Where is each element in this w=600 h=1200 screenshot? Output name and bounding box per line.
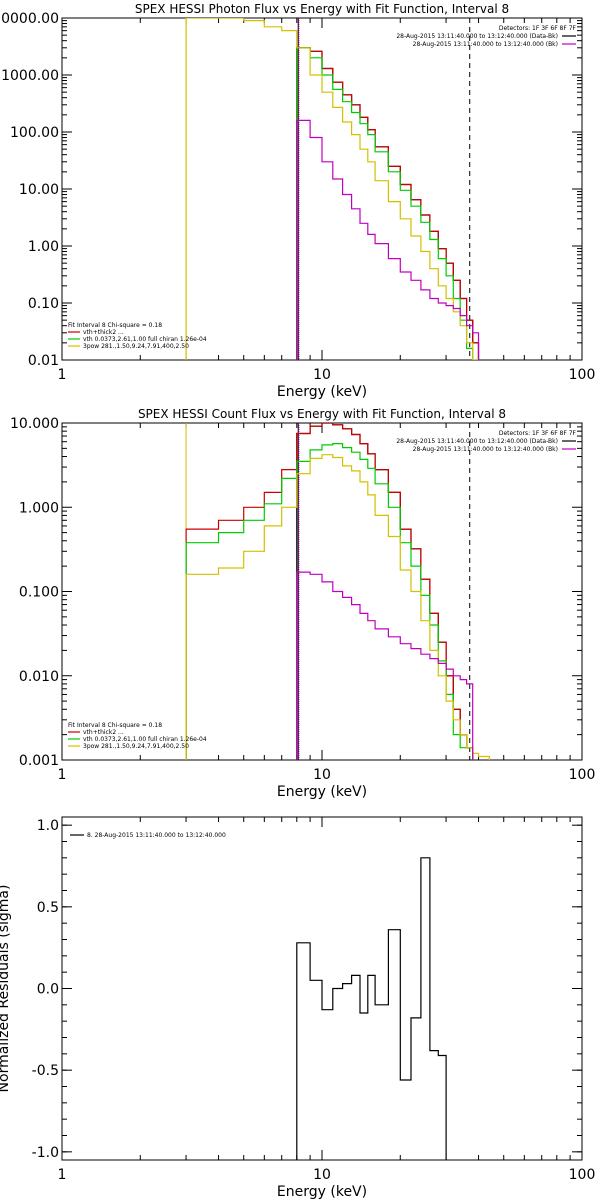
- y-tick-label: 10.000: [10, 416, 59, 432]
- chart-panel-1: SPEX HESSI Photon Flux vs Energy with Fi…: [0, 2, 595, 400]
- x-tick-label: 10: [313, 367, 331, 383]
- x-tick-label: 100: [569, 767, 596, 783]
- series-line-1: [296, 857, 447, 1160]
- legend-entry-label: vth+thick2 ...: [83, 329, 124, 336]
- legend-header: Fit Interval 8 Chi-square = 0.18: [68, 322, 162, 329]
- chart-panel-2: SPEX HESSI Count Flux vs Energy with Fit…: [10, 407, 595, 800]
- y-tick-label: 1.00: [28, 239, 59, 255]
- x-axis-label: Energy (keV): [277, 1184, 367, 1200]
- legend-bottom-left: Fit Interval 8 Chi-square = 0.18vth+thic…: [68, 722, 207, 750]
- legend-entry-label: 28-Aug-2015 13:11:40.000 to 13:12:40.000…: [413, 41, 558, 48]
- series-line-2: [296, 47, 480, 360]
- x-tick-label: 10: [313, 767, 331, 783]
- y-tick-label: -0.5: [32, 1063, 59, 1079]
- y-tick-label: 1.000: [19, 500, 59, 516]
- series-group: [296, 857, 447, 1160]
- y-tick-label: 0.0: [37, 982, 59, 998]
- legend-bottom-left: Fit Interval 8 Chi-square = 0.18vth+thic…: [68, 322, 207, 350]
- series-group: [185, 18, 480, 360]
- y-tick-label: 1.0: [37, 818, 59, 834]
- series-line-5: [296, 119, 480, 360]
- x-tick-label: 100: [569, 367, 596, 383]
- x-axis-label: Energy (keV): [277, 784, 367, 800]
- x-tick-label: 1: [58, 367, 67, 383]
- x-tick-label: 100: [569, 1167, 596, 1183]
- chart-title: SPEX HESSI Count Flux vs Energy with Fit…: [138, 407, 506, 421]
- series-group: [185, 423, 490, 760]
- legend-entry-label: vth+thick2 ...: [83, 729, 124, 736]
- legend-entry-label: 3pow 281.,1.50,9.24,7.91,400,2.50: [83, 343, 189, 350]
- y-tick-label: 0.10: [28, 296, 59, 312]
- legend-entry-label: 8. 28-Aug-2015 13:11:40.000 to 13:12:40.…: [87, 832, 226, 839]
- series-line-1: [296, 423, 474, 760]
- y-tick-label: 0.01: [28, 353, 59, 369]
- legend-entry-label: 28-Aug-2015 13:11:40.000 to 13:12:40.000…: [413, 446, 558, 453]
- y-tick-label: -1.0: [32, 1145, 59, 1161]
- series-line-5: [296, 571, 474, 760]
- chart-title: SPEX HESSI Photon Flux vs Energy with Fi…: [135, 2, 509, 16]
- legend-detectors: Detectors: 1F 3F 6F 8F 7F: [499, 25, 577, 32]
- legend-top-left: 8. 28-Aug-2015 13:11:40.000 to 13:12:40.…: [70, 832, 226, 839]
- series-line-2: [185, 423, 474, 760]
- x-tick-label: 1: [58, 1167, 67, 1183]
- y-tick-label: 100.00: [10, 125, 59, 141]
- y-tick-label: 1000.00: [1, 68, 59, 84]
- series-line-4: [185, 18, 479, 360]
- legend-detectors: Detectors: 1F 3F 6F 8F 7F: [499, 430, 577, 437]
- legend-entry-label: 28-Aug-2015 13:11:40.000 to 13:12:40.000…: [396, 438, 558, 445]
- x-tick-label: 10: [313, 1167, 331, 1183]
- series-line-3: [185, 443, 474, 760]
- x-axis-label: Energy (keV): [277, 384, 367, 400]
- y-tick-label: 10.00: [19, 182, 59, 198]
- series-line-1: [296, 47, 480, 360]
- legend-entry-label: 28-Aug-2015 13:11:40.000 to 13:12:40.000…: [396, 33, 558, 40]
- legend-entry-label: vth 0.0373,2.61,1.00 full chiran 1.26e-0…: [83, 336, 207, 343]
- series-line-4: [185, 454, 490, 760]
- legend-header: Fit Interval 8 Chi-square = 0.18: [68, 722, 162, 729]
- legend-entry-label: 3pow 281.,1.50,9.24,7.91,400,2.50: [83, 743, 189, 750]
- x-tick-label: 1: [58, 767, 67, 783]
- y-axis-label: Normalized Residuals (sigma): [0, 885, 12, 1093]
- y-tick-label: 0.001: [19, 753, 59, 769]
- y-tick-label: 0.100: [19, 585, 59, 601]
- plot-frame: [61, 422, 583, 761]
- y-tick-label: 0.010: [19, 669, 59, 685]
- series-line-3: [296, 47, 479, 360]
- y-tick-label: 10000.00: [0, 11, 59, 27]
- chart-panel-3: 1 10 100 Energy (keV) 1.0 0.5 0.0 -0.5 -1.0 Norma…: [0, 816, 596, 1200]
- y-tick-label: 0.5: [37, 900, 59, 916]
- legend-entry-label: vth 0.0373,2.61,1.00 full chiran 1.26e-0…: [83, 736, 207, 743]
